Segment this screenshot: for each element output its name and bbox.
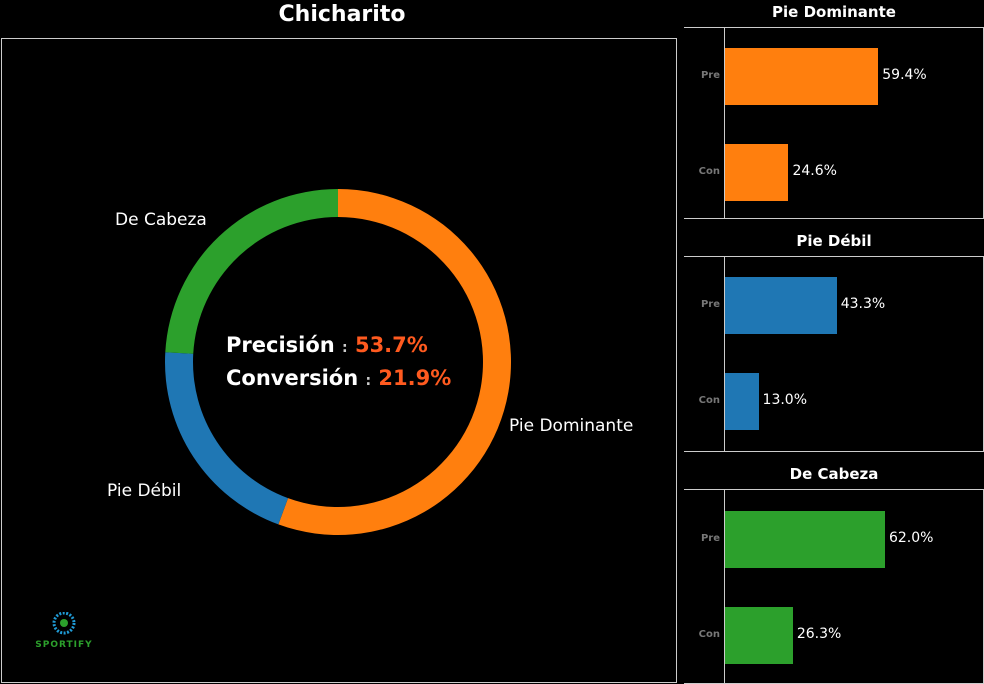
category-label: Pre bbox=[700, 70, 720, 81]
panel-title: De Cabeza bbox=[789, 465, 879, 483]
precision-value: 53.7% bbox=[354, 333, 428, 357]
label-pie-dominante: Pie Dominante bbox=[509, 416, 634, 436]
value-label: 62.0% bbox=[888, 530, 934, 546]
value-label: 59.4% bbox=[882, 67, 927, 83]
category-label: Pre bbox=[700, 299, 720, 310]
bar-pre bbox=[725, 511, 885, 568]
y-axis bbox=[724, 257, 725, 451]
label-de-cabeza: De Cabeza bbox=[115, 210, 207, 230]
category-label: Pre bbox=[700, 533, 720, 544]
globe-icon bbox=[52, 611, 76, 635]
separator: : bbox=[365, 373, 372, 389]
bar-pre bbox=[725, 48, 879, 105]
donut-chart bbox=[165, 189, 512, 536]
category-label: Con bbox=[698, 395, 720, 406]
donut-slice-2 bbox=[165, 189, 338, 354]
y-axis bbox=[724, 28, 725, 218]
y-axis bbox=[724, 490, 725, 683]
sportify-logo: SPORTIFY bbox=[34, 611, 94, 650]
panel-title: Pie Dominante bbox=[772, 3, 896, 21]
bar-panel: Pre 59.4% Con 24.6% bbox=[684, 27, 984, 219]
category-label: Con bbox=[698, 629, 720, 640]
bar-panel: Pre 43.3% Con 13.0% bbox=[684, 256, 984, 452]
donut-slice-1 bbox=[165, 352, 289, 525]
bar-con bbox=[725, 607, 793, 664]
page-title: Chicharito bbox=[278, 2, 406, 27]
value-label: 43.3% bbox=[840, 296, 886, 312]
category-label: Con bbox=[698, 166, 720, 177]
precision-label: Precisión bbox=[226, 333, 335, 357]
center-stats: Precisión : 53.7% Conversión : 21.9% bbox=[226, 330, 451, 396]
separator: : bbox=[342, 340, 348, 356]
value-label: 13.0% bbox=[762, 392, 808, 408]
donut-frame bbox=[1, 38, 677, 683]
conversion-label: Conversión bbox=[226, 366, 359, 390]
panel-title: Pie Débil bbox=[796, 232, 872, 250]
conversion-value: 21.9% bbox=[378, 366, 452, 390]
value-label: 24.6% bbox=[792, 163, 837, 179]
bar-panel: Pre 62.0% Con 26.3% bbox=[684, 489, 984, 684]
value-label: 26.3% bbox=[796, 626, 842, 642]
bar-con bbox=[725, 144, 789, 201]
logo-text: SPORTIFY bbox=[35, 640, 93, 650]
bar-con bbox=[725, 373, 759, 430]
bar-pre bbox=[725, 277, 837, 334]
label-pie-debil: Pie Débil bbox=[107, 481, 182, 501]
